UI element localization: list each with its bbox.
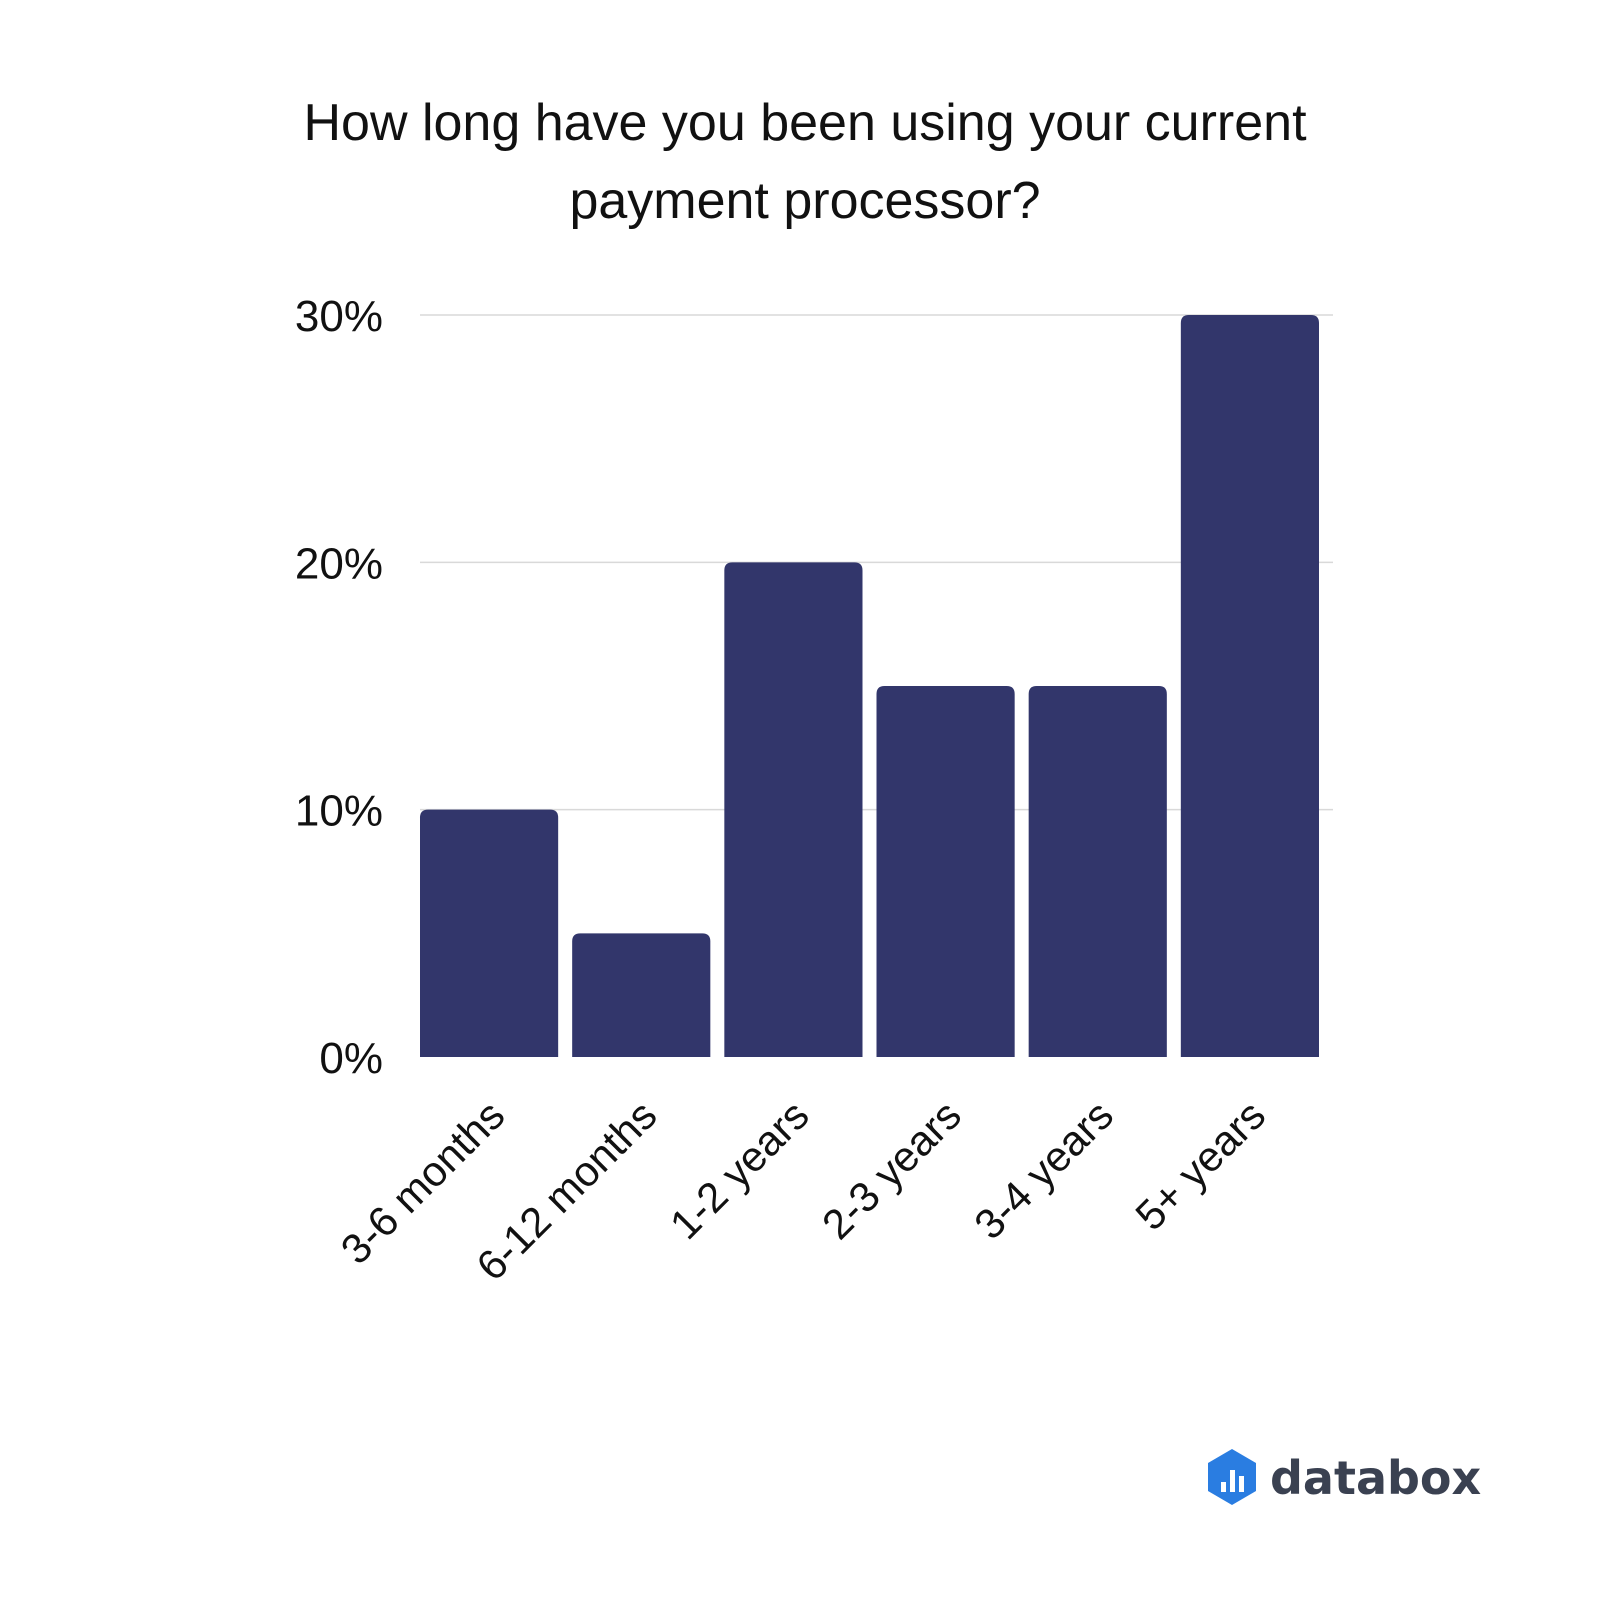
x-category-label: 3-4 years [965,1091,1122,1248]
y-tick-label: 0% [319,1034,383,1083]
y-tick-label: 30% [295,292,383,341]
x-category-label: 2-3 years [813,1091,970,1248]
bar [876,686,1015,1057]
databox-logo: databox [1208,1449,1481,1505]
y-tick-label: 20% [295,539,383,588]
bar [572,933,711,1057]
y-tick-label: 10% [295,787,383,836]
databox-logo-icon-bar-1 [1221,1482,1226,1492]
bar [724,562,863,1057]
bar [1180,315,1319,1057]
bar [420,809,559,1057]
y-axis-tick-labels: 0% 10% 20% 30% [295,292,383,1083]
x-category-label: 1-2 years [661,1091,818,1248]
chart-title-line-1: How long have you been using your curren… [303,94,1307,152]
x-category-label: 5+ years [1126,1091,1274,1239]
databox-logo-text: databox [1270,1451,1481,1505]
bar [1028,686,1167,1057]
databox-logo-icon-bar-3 [1239,1476,1244,1492]
databox-logo-icon-bar-2 [1230,1470,1235,1492]
chart-title-line-2: payment processor? [569,172,1040,230]
chart-title: How long have you been using your curren… [303,94,1307,230]
bars [420,315,1319,1057]
